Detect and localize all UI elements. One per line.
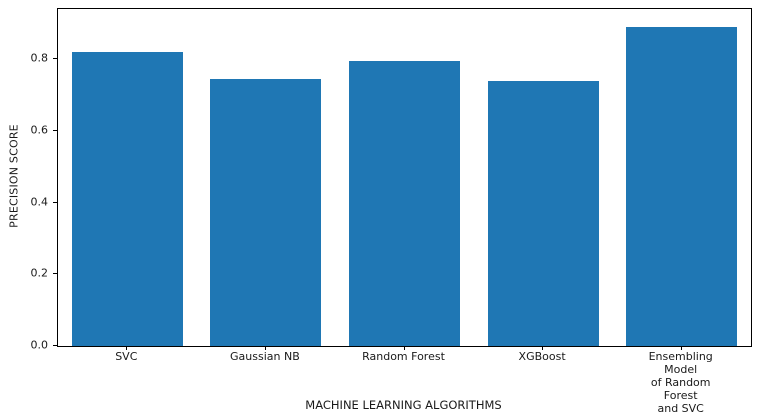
y-tick-label: 0.6 — [30, 123, 49, 137]
y-tick-label: 0.0 — [30, 338, 49, 352]
y-tick-mark — [53, 129, 57, 131]
bar-3 — [487, 80, 599, 346]
y-tick-mark — [53, 201, 57, 203]
x-tick-mark — [680, 346, 682, 350]
bar-2 — [349, 60, 460, 346]
x-tick-mark — [264, 346, 266, 350]
y-tick-mark — [53, 345, 57, 346]
bar-4 — [626, 26, 738, 346]
y-tick-mark — [53, 58, 57, 60]
y-tick-label: 0.8 — [30, 51, 49, 65]
x-tick-label: XGBoost — [518, 350, 566, 363]
x-tick-label: Ensembling Model of Random Forest and SV… — [648, 350, 713, 415]
x-tick-mark — [126, 346, 128, 350]
plot-area — [57, 8, 752, 347]
bar-0 — [71, 52, 183, 346]
y-tick-label: 0.4 — [30, 195, 49, 209]
x-tick-mark — [542, 346, 544, 350]
x-tick-mark — [403, 346, 405, 350]
bar-1 — [210, 78, 322, 346]
x-tick-label: SVC — [115, 350, 138, 363]
x-tick-label: Random Forest — [362, 350, 445, 363]
y-tick-mark — [53, 273, 57, 275]
x-axis-label: MACHINE LEARNING ALGORITHMS — [305, 398, 502, 412]
y-axis-label: PRECISION SCORE — [7, 124, 21, 228]
x-tick-label: Gaussian NB — [230, 350, 300, 363]
y-tick-label: 0.2 — [30, 266, 49, 280]
